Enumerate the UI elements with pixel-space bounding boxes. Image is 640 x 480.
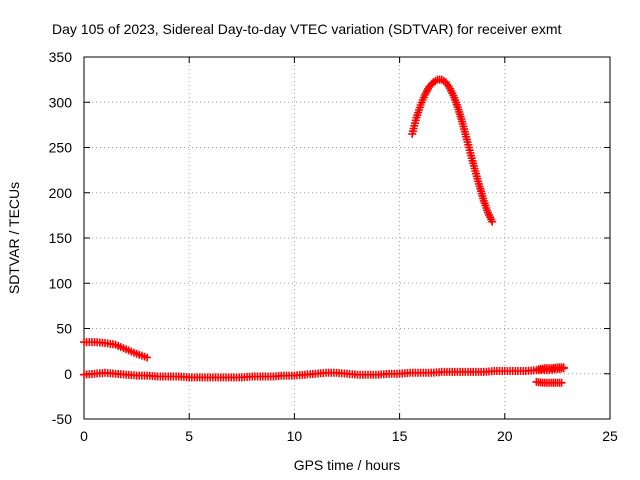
x-tick-label: 0: [80, 428, 88, 444]
x-tick-label: 25: [602, 428, 618, 444]
x-axis-label: GPS time / hours: [294, 457, 401, 473]
plot-frame: [83, 56, 611, 420]
x-tick-label: 5: [185, 428, 193, 444]
data-point-markers: [80, 338, 152, 362]
y-tick-label: 50: [56, 321, 72, 337]
y-tick-label: 150: [49, 230, 73, 246]
x-tick-label: 10: [287, 428, 303, 444]
y-tick-label: -50: [52, 411, 72, 427]
data-point-markers: [80, 364, 568, 382]
series-arc-late-negative: [532, 377, 566, 387]
y-axis-label: SDTVAR / TECUs: [6, 182, 22, 294]
y-tick-label: 350: [49, 49, 73, 65]
data-point-markers: [532, 377, 566, 387]
x-tick-label: 15: [392, 428, 408, 444]
tick-labels: 0 5 10 15 20 25 -50 0 50 100 150 200 250 300 350: [49, 49, 618, 444]
data-point-markers: [408, 75, 497, 226]
y-tick-label: 250: [49, 140, 73, 156]
grid: [84, 57, 610, 419]
ticks: [83, 56, 611, 420]
series-arc-high-peak: [408, 75, 497, 226]
series-arc-late-positive: [534, 363, 568, 374]
y-tick-label: 200: [49, 185, 73, 201]
series-arc-near-zero: [80, 364, 568, 382]
series: [80, 75, 568, 387]
y-tick-label: 300: [49, 94, 73, 110]
data-point-markers: [534, 363, 568, 374]
series-arc-low-start: [80, 338, 152, 362]
y-tick-label: 100: [49, 275, 73, 291]
y-tick-label: 0: [64, 366, 72, 382]
x-tick-label: 20: [497, 428, 513, 444]
chart-title: Day 105 of 2023, Sidereal Day-to-day VTE…: [52, 21, 561, 37]
